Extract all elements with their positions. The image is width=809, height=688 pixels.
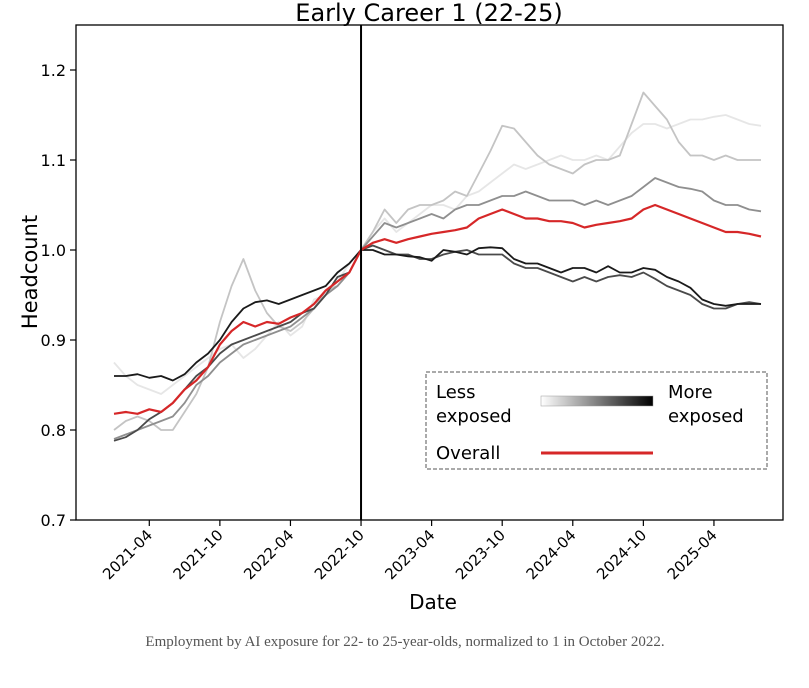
legend-more-exposed: More exposed [668,382,744,427]
x-tick-label: 2022-10 [311,526,368,583]
y-tick-label: 0.9 [41,331,66,350]
series-line-quintile-2 [113,91,761,431]
figure-caption: Employment by AI exposure for 22- to 25-… [145,634,665,650]
x-tick-label: 2025-04 [664,526,721,583]
series-line-quintile-3 [113,177,762,440]
y-tick-label: 1.0 [41,241,66,260]
x-axis-label: Date [409,590,457,614]
x-tick-label: 2024-04 [523,526,580,583]
series-line-overall [113,203,762,415]
x-axis-ticks: 2021-04 2021-10 2022-04 2022-10 2023-04 2023-… [99,520,721,583]
legend-less-exposed: Less exposed [436,382,512,427]
line-chart: Early Career 1 (22-25) 0.7 0.8 0.9 1.0 1.1 1.… [18,0,784,614]
x-tick-label: 2021-04 [99,526,156,583]
legend-exposure-gradient [540,395,654,407]
plot-frame [75,24,784,521]
x-tick-label: 2023-10 [452,526,509,583]
series-line-quintile-4 [113,244,762,442]
x-tick-label: 2024-10 [593,526,650,583]
series-lines [113,91,762,442]
y-axis-ticks: 0.7 0.8 0.9 1.0 1.1 1.2 [41,61,76,530]
y-axis-label: Headcount [18,215,42,329]
y-tick-label: 1.1 [41,151,66,170]
legend: Less exposed More exposed Overall [425,371,768,470]
y-tick-label: 0.7 [41,511,66,530]
y-tick-label: 0.8 [41,421,66,440]
chart-title: Early Career 1 (22-25) [295,0,562,27]
x-tick-label: 2022-04 [240,526,297,583]
legend-overall: Overall [436,443,500,464]
series-line-quintile-5 [114,246,761,382]
y-tick-label: 1.2 [41,61,66,80]
x-tick-label: 2023-04 [381,526,438,583]
series-line-quintile-1 [113,114,762,395]
x-tick-label: 2021-10 [170,526,227,583]
